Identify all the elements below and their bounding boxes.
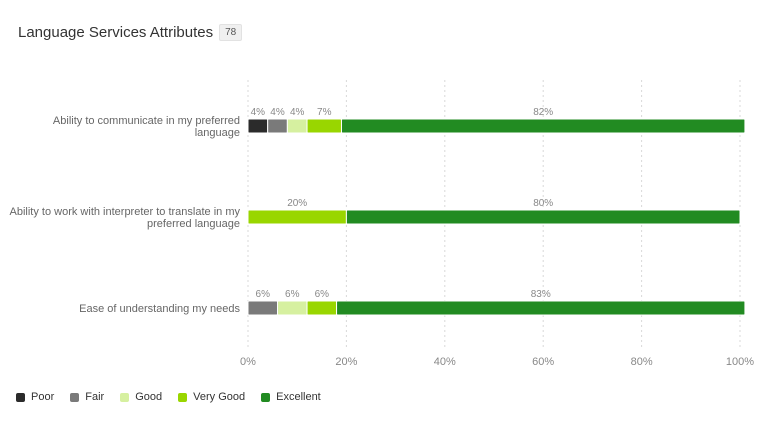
data-label: 6% — [256, 289, 271, 300]
legend-item-fair[interactable]: Fair — [70, 391, 104, 403]
category-label: preferred language — [147, 218, 240, 230]
data-label: 6% — [315, 289, 330, 300]
data-label: 4% — [290, 107, 305, 118]
category-label: language — [195, 127, 240, 139]
legend-item-poor[interactable]: Poor — [16, 391, 54, 403]
bar-segment-poor — [247, 118, 269, 134]
data-label: 7% — [317, 107, 332, 118]
response-count-badge: 78 — [219, 24, 243, 41]
bar-segment-very-good — [247, 209, 347, 225]
bar-segment-excellent — [336, 300, 746, 316]
legend-label: Excellent — [276, 391, 321, 403]
chart-legend: Poor Fair Good Very Good Excellent — [16, 391, 321, 403]
bar-segment-good — [286, 118, 308, 134]
data-label: 4% — [251, 107, 266, 118]
legend-label: Fair — [85, 391, 105, 403]
data-label: 83% — [531, 289, 551, 300]
bar-segment-good — [277, 300, 308, 316]
legend-label: Good — [135, 391, 163, 403]
legend-swatch — [178, 392, 188, 402]
legend-item-good[interactable]: Good — [120, 391, 162, 403]
category-label: Ease of understanding my needs — [79, 303, 240, 315]
x-tick-label: 60% — [532, 356, 554, 368]
bar-segment-excellent — [340, 118, 746, 134]
bar-segment-very-good — [306, 118, 342, 134]
legend-swatch — [120, 392, 130, 402]
x-tick-label: 0% — [240, 356, 256, 368]
category-label: Ability to communicate in my preferred — [53, 115, 240, 127]
legend-swatch — [70, 392, 80, 402]
legend-label: Poor — [31, 391, 55, 403]
data-label: 20% — [287, 198, 307, 209]
data-label: 4% — [270, 107, 285, 118]
x-tick-label: 100% — [726, 356, 754, 368]
x-tick-label: 40% — [434, 356, 456, 368]
x-tick-label: 80% — [631, 356, 653, 368]
legend-label: Very Good — [193, 391, 246, 403]
x-tick-label: 20% — [335, 356, 357, 368]
legend-item-very-good[interactable]: Very Good — [178, 391, 245, 403]
data-label: 80% — [533, 198, 553, 209]
bar-segment-fair — [247, 300, 279, 316]
chart-header: Language Services Attributes 78 — [18, 24, 243, 41]
bar-segment-fair — [267, 118, 288, 134]
legend-swatch — [261, 392, 271, 402]
legend-swatch — [16, 392, 25, 402]
bar-segment-very-good — [306, 300, 338, 316]
data-label: 82% — [533, 107, 553, 118]
chart-title: Language Services Attributes — [18, 24, 214, 41]
bar-segment-excellent — [345, 209, 741, 225]
legend-item-excellent[interactable]: Excellent — [261, 391, 321, 403]
category-label: Ability to work with interpreter to tran… — [10, 206, 241, 218]
data-label: 6% — [285, 289, 300, 300]
stacked-bar-chart: 0% 20% 40% 60% 80% 100% Ability to communicate… — [10, 80, 754, 368]
